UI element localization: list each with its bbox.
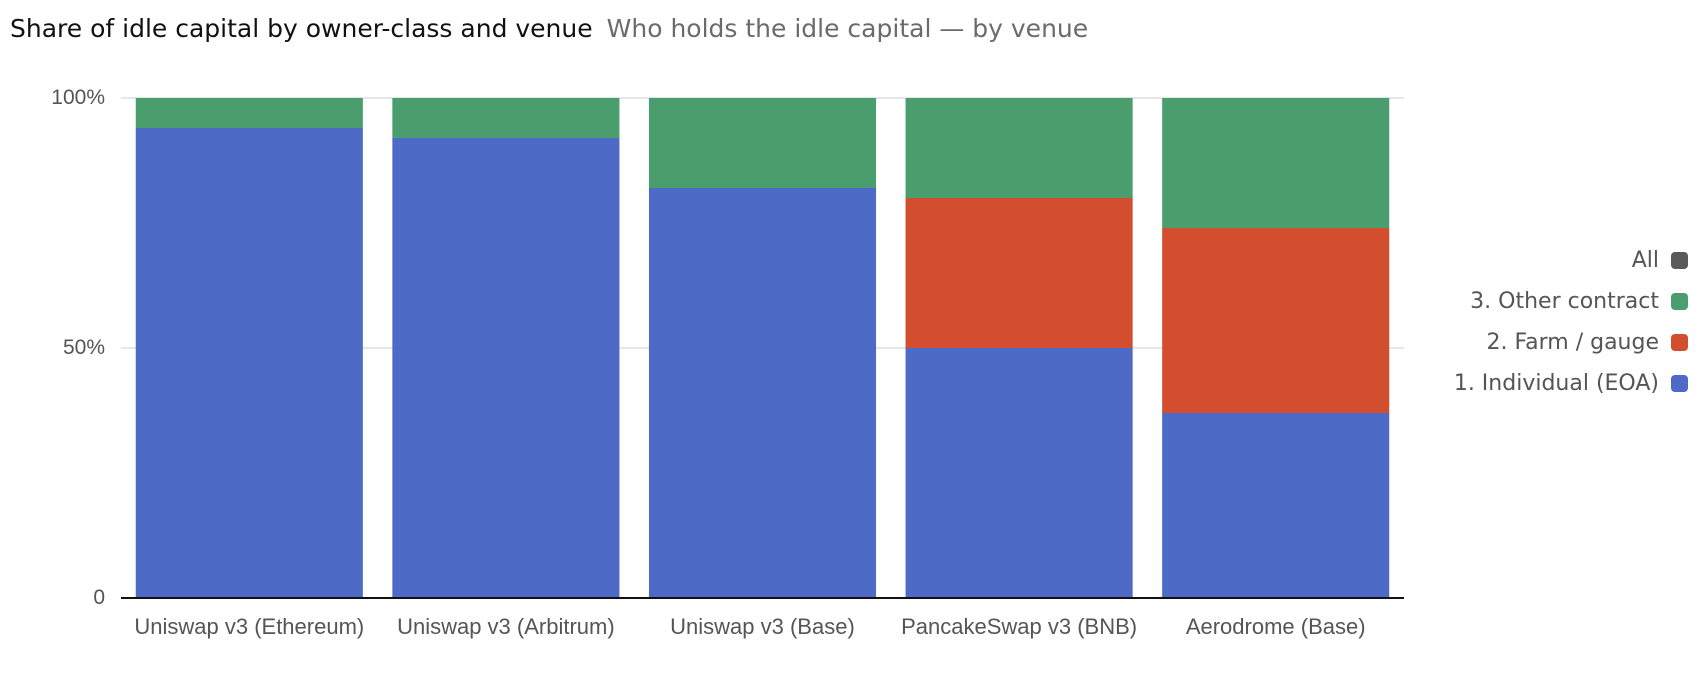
legend-swatch (1671, 252, 1688, 269)
x-tick-label: Uniswap v3 (Arbitrum) (397, 614, 615, 639)
y-tick-label: 100% (51, 86, 105, 109)
bar-segment (392, 138, 620, 598)
bar-segment (1162, 413, 1390, 598)
chart-subtitle: Who holds the idle capital — by venue (606, 14, 1089, 43)
legend-label: All (1631, 248, 1659, 273)
legend-item[interactable]: 2. Farm / gauge (1487, 330, 1688, 355)
legend-label: 2. Farm / gauge (1486, 330, 1659, 355)
y-tick-label: 0 (93, 586, 105, 609)
x-tick-label: Aerodrome (Base) (1185, 614, 1366, 639)
legend-swatch (1671, 334, 1688, 351)
bar-segment (648, 188, 877, 598)
bar-segment (1162, 228, 1390, 413)
bar-segment (135, 128, 363, 598)
bar-segment (905, 198, 1133, 348)
legend-label: 3. Other contract (1470, 289, 1659, 314)
bar-segment (648, 98, 877, 188)
x-tick-label: Uniswap v3 (Base) (670, 614, 855, 639)
legend-swatch (1671, 375, 1688, 392)
bar-segment (392, 98, 620, 138)
legend: All 3. Other contract 2. Farm / gauge 1. In… (1454, 248, 1688, 396)
legend-item[interactable]: 1. Individual (EOA) (1454, 371, 1688, 396)
bar-segment (135, 98, 363, 128)
legend-swatch (1671, 293, 1688, 310)
header: Share of idle capital by owner-class and… (10, 14, 1088, 43)
x-tick-label: PancakeSwap v3 (BNB) (901, 614, 1138, 639)
y-tick-label: 50% (62, 336, 105, 359)
x-tick-label: Uniswap v3 (Ethereum) (134, 614, 365, 639)
legend-label: 1. Individual (EOA) (1453, 371, 1659, 396)
bar-segment (905, 98, 1133, 198)
bar-segment (905, 348, 1133, 598)
bar-segment (1162, 98, 1390, 228)
legend-item[interactable]: 3. Other contract (1470, 289, 1688, 314)
legend-item[interactable]: All (1632, 248, 1688, 273)
chart-title: Share of idle capital by owner-class and… (10, 14, 593, 43)
